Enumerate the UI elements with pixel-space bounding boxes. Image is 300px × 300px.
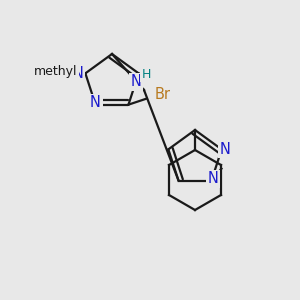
Text: N: N	[130, 74, 141, 89]
Text: N: N	[73, 66, 84, 81]
Text: N: N	[208, 171, 219, 186]
Text: H: H	[141, 68, 151, 80]
Text: N: N	[219, 142, 230, 157]
Text: N: N	[90, 95, 101, 110]
Text: methyl: methyl	[34, 65, 77, 78]
Text: Br: Br	[154, 87, 170, 102]
